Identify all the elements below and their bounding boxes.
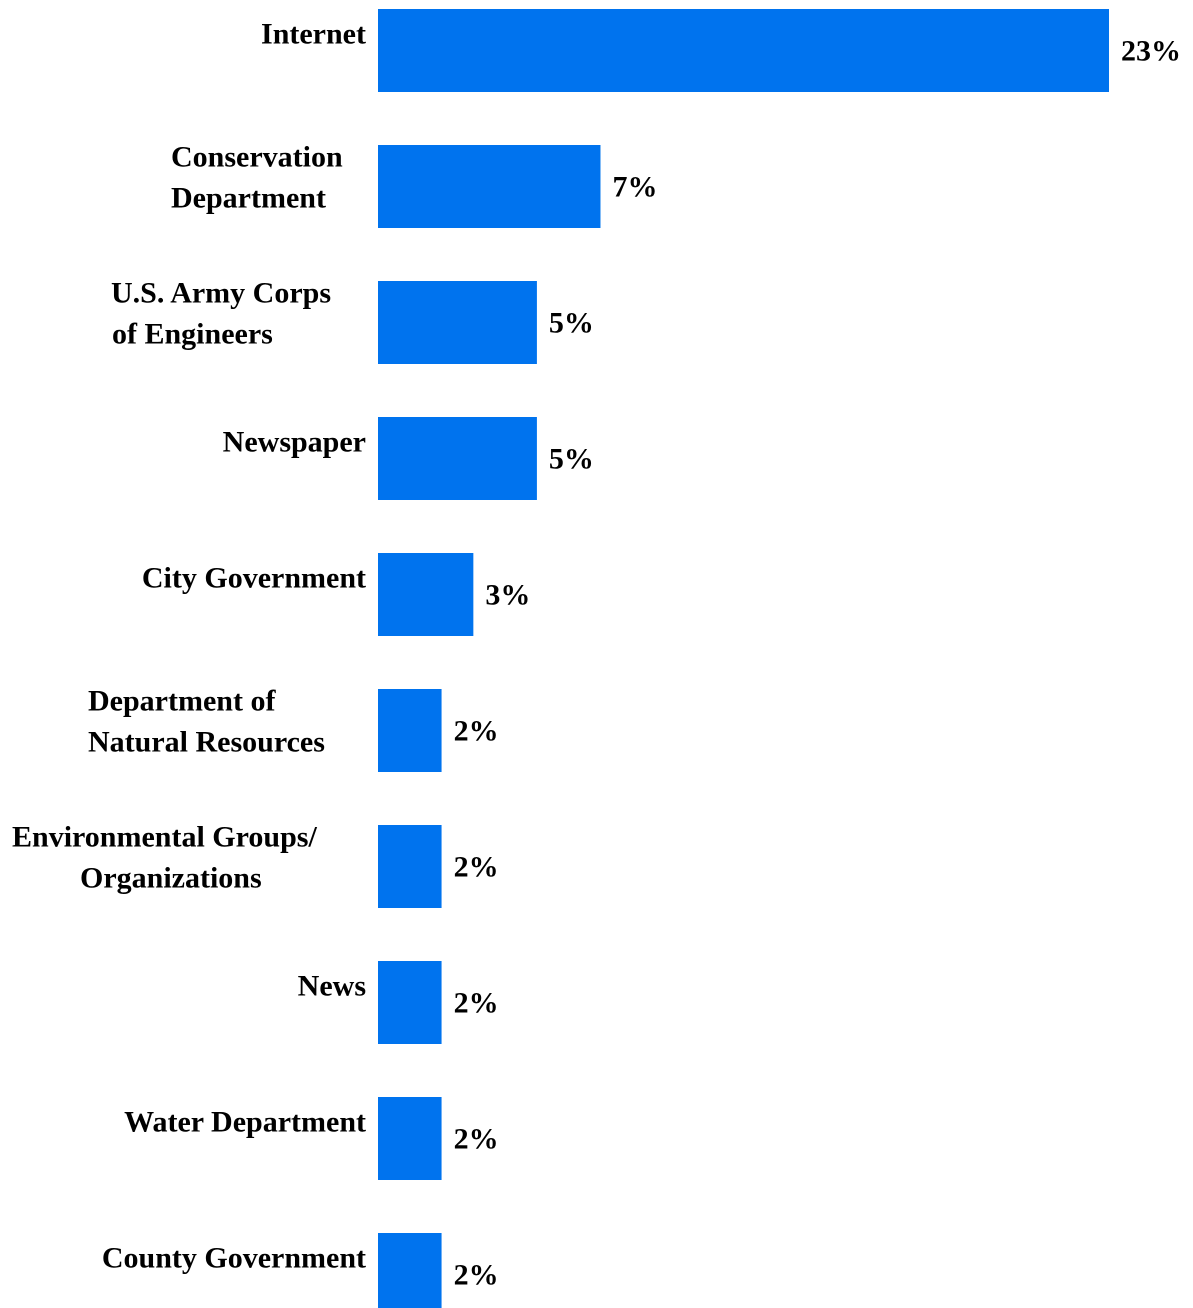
category-label-line: Water Department xyxy=(124,1106,366,1139)
category-label-line: Organizations xyxy=(80,862,262,895)
category-label-line: Natural Resources xyxy=(88,726,325,759)
category-label: News xyxy=(298,970,366,1003)
category-label: Environmental Groups/Organizations xyxy=(12,821,317,895)
category-label-line: Conservation xyxy=(171,141,343,174)
category-label: Internet xyxy=(261,18,366,51)
value-label: 2% xyxy=(454,1123,499,1156)
category-label: U.S. Army Corps of Engineers xyxy=(111,277,331,351)
category-label: Newspaper xyxy=(223,426,366,459)
category-label: Conservation Department xyxy=(171,141,343,215)
bar xyxy=(378,1097,442,1180)
value-label: 7% xyxy=(612,171,657,204)
category-label-line: of Engineers xyxy=(112,318,273,351)
value-label: 2% xyxy=(454,715,499,748)
bar xyxy=(378,9,1109,92)
category-label-line: News xyxy=(298,970,366,1003)
value-label: 2% xyxy=(454,1259,499,1292)
category-label: County Government xyxy=(102,1242,366,1275)
category-label-line: Environmental Groups/ xyxy=(12,821,317,854)
category-label-line: County Government xyxy=(102,1242,366,1275)
bar xyxy=(378,825,442,908)
value-label: 23% xyxy=(1121,35,1181,68)
value-label: 2% xyxy=(454,987,499,1020)
bar xyxy=(378,281,537,364)
category-label-line: Newspaper xyxy=(223,426,366,459)
bar xyxy=(378,961,442,1044)
value-label: 5% xyxy=(549,443,594,476)
category-label: Water Department xyxy=(124,1106,366,1139)
bar xyxy=(378,417,537,500)
category-label-line: Internet xyxy=(261,18,366,51)
category-label-line: Department xyxy=(171,182,326,215)
category-label-line: City Government xyxy=(142,562,366,595)
category-labels-group: Internet Conservation Department U.S. Army … xyxy=(12,18,366,1275)
bar xyxy=(378,145,600,228)
value-label: 2% xyxy=(454,851,499,884)
category-label: Department of Natural Resources xyxy=(88,685,325,759)
category-label-line: Department of xyxy=(88,685,276,718)
category-label: City Government xyxy=(142,562,366,595)
bars-group xyxy=(378,9,1109,1308)
bar xyxy=(378,553,473,636)
category-label-line: U.S. Army Corps xyxy=(111,277,331,310)
bar xyxy=(378,689,442,772)
value-label: 3% xyxy=(485,579,530,612)
bar xyxy=(378,1233,442,1308)
value-label: 5% xyxy=(549,307,594,340)
